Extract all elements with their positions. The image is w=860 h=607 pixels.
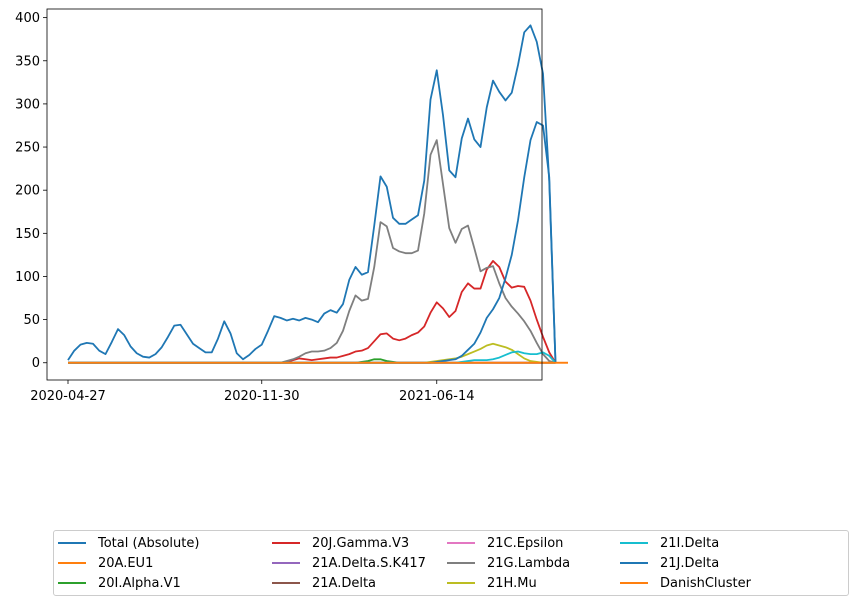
y-tick-label: 200 xyxy=(15,184,40,199)
series-line-10 xyxy=(68,121,557,364)
legend-swatch xyxy=(58,562,86,564)
legend-swatch xyxy=(58,582,86,584)
legend-item: Total (Absolute) xyxy=(58,533,199,553)
legend-item: 21A.Delta xyxy=(272,573,376,593)
y-tick-label: 300 xyxy=(15,97,40,112)
x-axis: 2020-04-27 2020-11-30 2021-06-14 xyxy=(30,380,475,404)
legend-item: DanishCluster xyxy=(620,573,751,593)
legend-swatch xyxy=(620,542,648,544)
y-tick-label: 50 xyxy=(23,313,40,328)
legend-label: 20A.EU1 xyxy=(98,555,154,571)
legend-label: 21G.Lambda xyxy=(487,555,571,571)
legend-item: 21G.Lambda xyxy=(447,553,570,573)
legend-item: 20I.Alpha.V1 xyxy=(58,573,181,593)
y-tick-label: 100 xyxy=(15,270,40,285)
y-tick-label: 350 xyxy=(15,54,40,69)
legend-swatch xyxy=(447,562,475,564)
legend-label: 21J.Delta xyxy=(660,555,720,571)
legend-swatch xyxy=(58,542,86,544)
legend: Total (Absolute) 20A.EU1 20I.Alpha.V1 20J.G… xyxy=(53,530,849,596)
legend-label: DanishCluster xyxy=(660,575,751,591)
legend-swatch xyxy=(447,542,475,544)
series-line-0 xyxy=(67,24,557,363)
y-tick-label: 150 xyxy=(15,227,40,242)
legend-swatch xyxy=(272,542,300,544)
legend-swatch xyxy=(272,562,300,564)
legend-label: 21H.Mu xyxy=(487,575,537,591)
legend-item: 21I.Delta xyxy=(620,533,719,553)
y-tick-label: 400 xyxy=(15,11,40,26)
legend-swatch xyxy=(272,582,300,584)
legend-item: 20J.Gamma.V3 xyxy=(272,533,409,553)
legend-label: 21A.Delta xyxy=(312,575,377,591)
legend-label: 21I.Delta xyxy=(660,535,720,551)
legend-swatch xyxy=(620,582,648,584)
legend-item: 20A.EU1 xyxy=(58,553,153,573)
axes-frame xyxy=(46,8,543,381)
legend-swatch xyxy=(620,562,648,564)
plot-lines xyxy=(67,24,568,364)
legend-label: 20I.Alpha.V1 xyxy=(98,575,181,591)
legend-swatch xyxy=(447,582,475,584)
y-tick-label: 250 xyxy=(15,141,40,156)
legend-label: Total (Absolute) xyxy=(98,535,200,551)
x-tick-label: 2020-11-30 xyxy=(224,389,300,404)
legend-label: 21C.Epsilon xyxy=(487,535,564,551)
legend-item: 21C.Epsilon xyxy=(447,533,563,553)
x-tick-label: 2020-04-27 xyxy=(30,389,106,404)
legend-label: 20J.Gamma.V3 xyxy=(312,535,410,551)
y-tick-label: 0 xyxy=(32,356,40,371)
legend-item: 21H.Mu xyxy=(447,573,537,593)
y-axis: 0 50 100 150 200 250 300 350 400 xyxy=(15,11,47,371)
legend-label: 21A.Delta.S.K417 xyxy=(312,555,426,571)
x-tick-label: 2021-06-14 xyxy=(399,389,475,404)
legend-item: 21A.Delta.S.K417 xyxy=(272,553,426,573)
legend-item: 21J.Delta xyxy=(620,553,719,573)
